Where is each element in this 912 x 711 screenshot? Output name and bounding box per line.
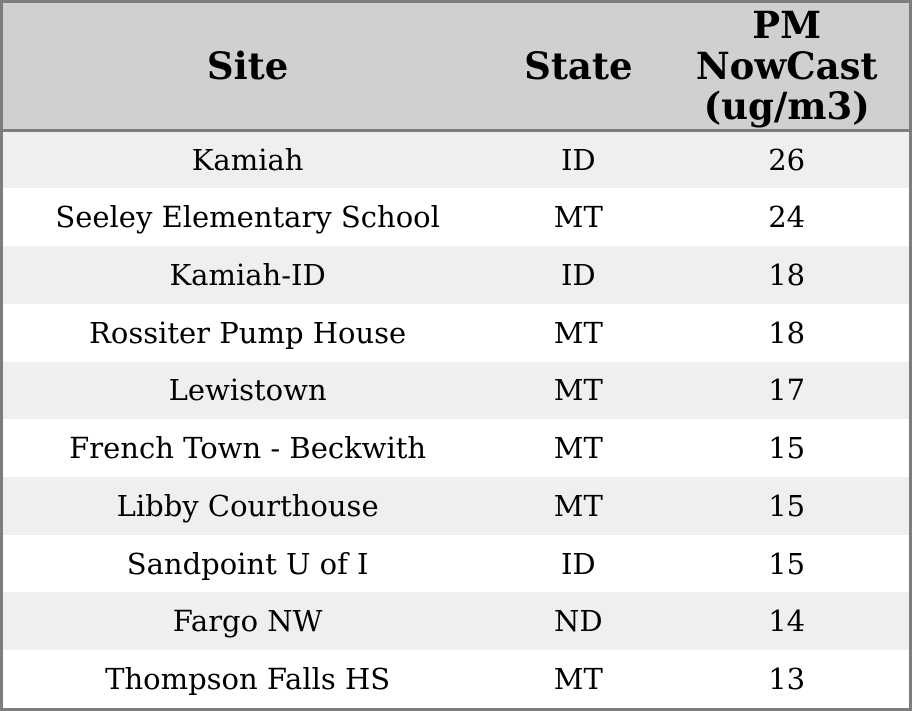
site-cell: French Town - Beckwith (3, 419, 493, 477)
site-cell: Kamiah-ID (3, 246, 493, 304)
site-cell: Rossiter Pump House (3, 303, 493, 362)
pm-nowcast-cell: 15 (664, 534, 909, 593)
site-cell: Fargo NW (3, 592, 493, 651)
state-cell: ID (492, 246, 665, 304)
site-cell: Thompson Falls HS (3, 650, 493, 708)
state-cell: ID (492, 534, 665, 593)
table-row: Kamiah-ID ID 18 (3, 246, 909, 304)
state-cell: MT (492, 650, 665, 708)
site-cell: Kamiah (3, 130, 493, 189)
state-cell: MT (492, 476, 665, 535)
table-row: Kamiah ID 26 (3, 130, 909, 189)
table-row: Seeley Elementary School MT 24 (3, 188, 909, 247)
table-header: Site State PM NowCast (ug/m3) (3, 3, 909, 133)
state-cell: MT (492, 361, 665, 420)
column-header-state: State (492, 3, 665, 133)
state-cell: MT (492, 188, 665, 247)
table-body: Kamiah ID 26 Seeley Elementary School MT 24 Ka… (3, 130, 909, 708)
pm-nowcast-cell: 14 (664, 592, 909, 651)
pm-nowcast-table: Site State PM NowCast (ug/m3) Kamiah ID 26… (3, 3, 909, 708)
table-row: French Town - Beckwith MT 15 (3, 419, 909, 477)
pm-nowcast-cell: 26 (664, 130, 909, 189)
pm-nowcast-cell: 24 (664, 188, 909, 247)
column-header-site: Site (3, 3, 493, 133)
state-cell: MT (492, 419, 665, 477)
pm-nowcast-cell: 15 (664, 419, 909, 477)
site-cell: Seeley Elementary School (3, 188, 493, 247)
table-row: Lewistown MT 17 (3, 361, 909, 420)
site-cell: Libby Courthouse (3, 476, 493, 535)
table-row: Thompson Falls HS MT 13 (3, 650, 909, 708)
site-cell: Lewistown (3, 361, 493, 420)
table-row: Libby Courthouse MT 15 (3, 476, 909, 535)
state-cell: ID (492, 130, 665, 189)
column-header-pm-nowcast: PM NowCast (ug/m3) (664, 3, 909, 133)
pm-nowcast-cell: 15 (664, 476, 909, 535)
pm-nowcast-cell: 18 (664, 303, 909, 362)
pm-nowcast-cell: 17 (664, 361, 909, 420)
state-cell: MT (492, 303, 665, 362)
pm-nowcast-cell: 13 (664, 650, 909, 708)
table-row: Sandpoint U of I ID 15 (3, 534, 909, 593)
state-cell: ND (492, 592, 665, 651)
pm-nowcast-cell: 18 (664, 246, 909, 304)
header-row: Site State PM NowCast (ug/m3) (3, 3, 909, 133)
table-row: Fargo NW ND 14 (3, 592, 909, 651)
site-cell: Sandpoint U of I (3, 534, 493, 593)
table-row: Rossiter Pump House MT 18 (3, 303, 909, 362)
